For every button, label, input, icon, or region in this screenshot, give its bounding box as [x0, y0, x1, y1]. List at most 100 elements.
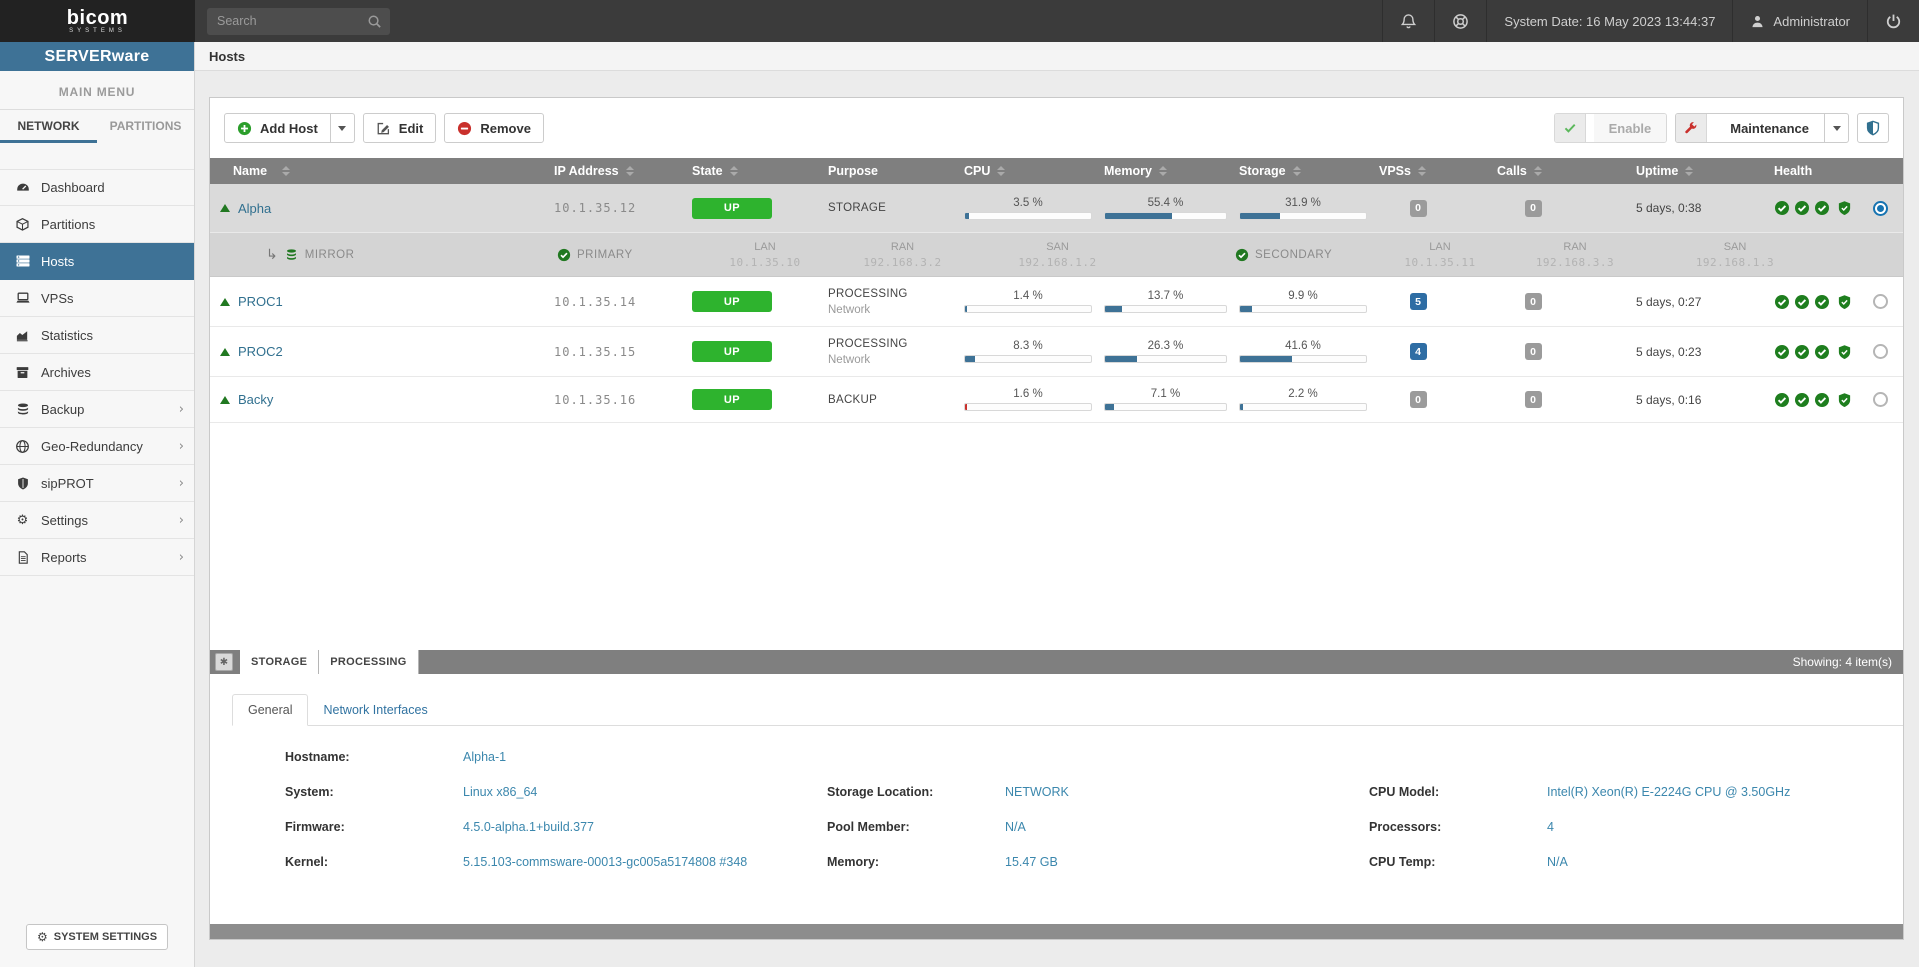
sort-icon[interactable] [626, 166, 634, 176]
health-check-icon [1774, 392, 1790, 408]
remove-button[interactable]: Remove [444, 113, 544, 143]
maintenance-dropdown-button[interactable] [1824, 113, 1849, 143]
maintenance-button[interactable]: Maintenance [1675, 113, 1825, 143]
search-icon[interactable] [367, 14, 382, 34]
horizontal-scrollbar[interactable] [210, 924, 1903, 939]
row-select-radio[interactable] [1873, 201, 1888, 216]
host-link[interactable]: Alpha [238, 201, 271, 216]
tab-network[interactable]: NETWORK [0, 110, 97, 143]
sidebar-item-geo-redundancy[interactable]: Geo-Redundancy › [0, 428, 194, 465]
mirror-primary-lan: LAN 10.1.35.10 [705, 241, 825, 269]
page-title: Hosts [209, 49, 245, 64]
logout-button[interactable] [1867, 0, 1919, 42]
health-check-icon [1794, 200, 1810, 216]
sort-icon[interactable] [282, 166, 290, 176]
help-button[interactable] [1434, 0, 1486, 42]
column-header-name[interactable]: Name [210, 164, 538, 178]
net-label: LAN [754, 241, 775, 253]
sort-icon[interactable] [1159, 166, 1167, 176]
ip-cell: 10.1.35.15 [538, 345, 658, 359]
bicom-logo[interactable]: bicom SYSTEMS [0, 0, 195, 42]
sidebar-item-partitions[interactable]: Partitions [0, 206, 194, 243]
health-cell [1748, 344, 1873, 360]
splitter-bar[interactable]: ✱ STORAGE PROCESSING Showing: 4 item(s) [210, 650, 1903, 674]
host-link[interactable]: PROC1 [238, 294, 283, 309]
check-circle-icon [1235, 248, 1249, 262]
laptop-icon [14, 290, 31, 306]
plus-circle-icon [237, 121, 252, 136]
expand-triangle-icon[interactable] [220, 396, 230, 404]
user-menu[interactable]: Administrator [1732, 0, 1867, 42]
table-row-backy[interactable]: Backy 10.1.35.16 UP BACKUP 1.6 % [210, 377, 1903, 423]
expand-triangle-icon[interactable] [220, 298, 230, 306]
server-icon [14, 253, 31, 269]
edit-button[interactable]: Edit [363, 113, 437, 143]
tab-network-interfaces[interactable]: Network Interfaces [308, 695, 442, 725]
sort-icon[interactable] [997, 166, 1005, 176]
tab-general[interactable]: General [232, 694, 308, 726]
storage-percent: 41.6 % [1239, 340, 1367, 352]
sort-icon[interactable] [1418, 166, 1426, 176]
tab-partitions[interactable]: PARTITIONS [97, 110, 194, 143]
sort-icon[interactable] [730, 166, 738, 176]
table-row-alpha[interactable]: Alpha 10.1.35.12 UP STORAGE 3.5 % [210, 184, 1903, 233]
column-header-storage[interactable]: Storage [1233, 164, 1373, 178]
enable-button[interactable]: Enable [1554, 113, 1668, 143]
sidebar-tabs: NETWORK PARTITIONS [0, 110, 194, 143]
column-label: Calls [1497, 164, 1527, 178]
sidebar-item-dashboard[interactable]: Dashboard [0, 169, 194, 206]
net-label: LAN [1429, 241, 1450, 253]
storage-percent: 31.9 % [1239, 197, 1367, 209]
column-header-state[interactable]: State [658, 164, 793, 178]
sort-icon[interactable] [1293, 166, 1301, 176]
column-header-memory[interactable]: Memory [1098, 164, 1233, 178]
sidebar-item-label: Partitions [41, 217, 95, 232]
row-select-radio[interactable] [1873, 344, 1888, 359]
notifications-button[interactable] [1382, 0, 1434, 42]
cpu-percent: 1.6 % [964, 388, 1092, 400]
table-row-proc2[interactable]: PROC2 10.1.35.15 UP PROCESSING Network 8… [210, 327, 1903, 377]
host-link[interactable]: Backy [238, 392, 273, 407]
kernel-value: 5.15.103-commsware-00013-gc005a5174808 #… [463, 855, 827, 869]
sidebar-item-hosts[interactable]: Hosts [0, 243, 194, 280]
health-shield-icon [1837, 344, 1852, 360]
add-host-dropdown-button[interactable] [330, 113, 355, 143]
column-header-cpu[interactable]: CPU [958, 164, 1098, 178]
expand-triangle-icon[interactable] [220, 204, 230, 212]
row-select-radio[interactable] [1873, 294, 1888, 309]
sort-icon[interactable] [1685, 166, 1693, 176]
sipprot-toggle-button[interactable] [1857, 113, 1889, 143]
bottom-tab-storage[interactable]: STORAGE [240, 650, 319, 674]
column-header-calls[interactable]: Calls [1463, 164, 1603, 178]
sidebar-item-statistics[interactable]: Statistics [0, 317, 194, 354]
search-input[interactable] [207, 8, 390, 35]
bell-icon [1400, 13, 1417, 30]
memory-cell: 7.1 % [1098, 388, 1233, 411]
add-host-button[interactable]: Add Host [224, 113, 331, 143]
sidebar-item-archives[interactable]: Archives [0, 354, 194, 391]
vps-count-badge: 4 [1410, 343, 1427, 360]
column-label: CPU [964, 164, 990, 178]
edit-pencil-icon [376, 121, 391, 136]
add-host-split-button: Add Host [224, 113, 355, 143]
caret-down-icon [1833, 126, 1841, 131]
sidebar-item-backup[interactable]: Backup › [0, 391, 194, 428]
panel-collapse-button[interactable]: ✱ [215, 653, 233, 671]
sidebar-item-reports[interactable]: Reports › [0, 539, 194, 576]
expand-triangle-icon[interactable] [220, 348, 230, 356]
sidebar-item-sipprot[interactable]: sipPROT › [0, 465, 194, 502]
sort-icon[interactable] [1534, 166, 1542, 176]
host-link[interactable]: PROC2 [238, 344, 283, 359]
column-header-ip[interactable]: IP Address [538, 164, 658, 178]
storage-location-label: Storage Location: [827, 785, 1005, 799]
bottom-tab-processing[interactable]: PROCESSING [319, 650, 418, 674]
column-header-vpss[interactable]: VPSs [1373, 164, 1463, 178]
memory-meter [1104, 212, 1227, 220]
column-header-purpose: Purpose [793, 164, 958, 178]
system-settings-button[interactable]: ⚙ SYSTEM SETTINGS [26, 924, 168, 950]
row-select-radio[interactable] [1873, 392, 1888, 407]
table-row-proc1[interactable]: PROC1 10.1.35.14 UP PROCESSING Network 1… [210, 277, 1903, 327]
column-header-uptime[interactable]: Uptime [1603, 164, 1748, 178]
sidebar-item-settings[interactable]: ⚙ Settings › [0, 502, 194, 539]
sidebar-item-vpss[interactable]: VPSs [0, 280, 194, 317]
